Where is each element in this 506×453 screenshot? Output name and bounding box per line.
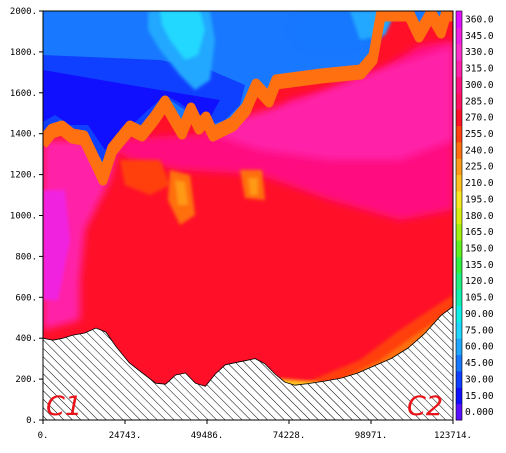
colorbar-swatch bbox=[456, 403, 462, 421]
y-tick-label: 2000. bbox=[10, 7, 37, 17]
colorbar-label: 90.00 bbox=[465, 309, 494, 320]
x-axis: 0. 24743. 49486. 74228. 98971. 123714. bbox=[38, 420, 472, 441]
colorbar-label: 120.0 bbox=[465, 276, 494, 287]
colorbar-swatch bbox=[456, 174, 462, 192]
colorbar-swatch bbox=[456, 158, 462, 176]
x-tick-label: 0. bbox=[38, 431, 49, 441]
colorbar-swatch bbox=[456, 256, 462, 274]
terrain bbox=[43, 306, 453, 420]
y-tick-label: 1600. bbox=[10, 89, 37, 99]
colorbar-swatch bbox=[456, 305, 462, 323]
y-axis: 0. 200. 400. 600. 800. 1000. 1200. 1400. 1600. 18… bbox=[10, 7, 43, 426]
front-line bbox=[43, 11, 453, 181]
colorbar-swatch bbox=[456, 27, 462, 45]
colorbar-label: 345.0 bbox=[465, 31, 494, 42]
colorbar-label: 315.0 bbox=[465, 64, 494, 75]
colorbar-label: 45.00 bbox=[465, 358, 494, 369]
colorbar-label: 195.0 bbox=[465, 194, 494, 205]
colorbar-label: 330.0 bbox=[465, 47, 494, 58]
y-tick-label: 600. bbox=[15, 293, 37, 303]
colorbar-label: 0.000 bbox=[465, 407, 494, 418]
colorbar-label: 165.0 bbox=[465, 227, 494, 238]
y-tick-label: 1000. bbox=[10, 212, 37, 222]
x-tick-label: 98971. bbox=[355, 431, 388, 441]
colorbar-label: 30.00 bbox=[465, 374, 494, 385]
colorbar-swatch bbox=[456, 109, 462, 127]
colorbar-label: 270.0 bbox=[465, 113, 494, 124]
colorbar-swatch bbox=[456, 43, 462, 61]
colorbar-swatch bbox=[456, 354, 462, 372]
x-tick-label: 49486. bbox=[191, 431, 224, 441]
colorbar-label: 150.0 bbox=[465, 244, 494, 255]
colorbar-swatch bbox=[456, 76, 462, 94]
y-tick-label: 400. bbox=[15, 334, 37, 344]
colorbar-label: 360.0 bbox=[465, 14, 494, 25]
y-tick-label: 1200. bbox=[10, 171, 37, 181]
colorbar-label: 240.0 bbox=[465, 145, 494, 156]
y-tick-label: 1400. bbox=[10, 130, 37, 140]
x-tick-label: 74228. bbox=[273, 431, 306, 441]
colorbar-label: 180.0 bbox=[465, 211, 494, 222]
colorbar-swatch bbox=[456, 141, 462, 159]
colorbar-label: 255.0 bbox=[465, 129, 494, 140]
colorbar-label: 300.0 bbox=[465, 80, 494, 91]
colorbar-swatch bbox=[456, 387, 462, 405]
colorbar-label: 15.00 bbox=[465, 391, 494, 402]
colorbar-frame bbox=[455, 10, 463, 421]
colorbar-label: 210.0 bbox=[465, 178, 494, 189]
colorbar-swatch bbox=[456, 370, 462, 388]
colorbar-swatch bbox=[456, 338, 462, 356]
wind-direction-field bbox=[43, 11, 453, 420]
colorbar-swatch bbox=[456, 289, 462, 306]
y-tick-label: 200. bbox=[15, 375, 37, 385]
x-tick-label: 123714. bbox=[434, 431, 472, 441]
colorbar-swatch bbox=[456, 60, 462, 77]
colorbar: 0.000 15.00 30.00 45.00 60.00 75.00 90.00 105.0… bbox=[455, 10, 494, 421]
corner-label-left: C1 bbox=[46, 391, 82, 422]
colorbar-swatch bbox=[456, 272, 462, 290]
y-tick-label: 800. bbox=[15, 252, 37, 262]
colorbar-swatch bbox=[456, 207, 462, 225]
y-tick-label: 0. bbox=[26, 416, 37, 426]
x-tick-label: 24743. bbox=[109, 431, 142, 441]
colorbar-label: 105.0 bbox=[465, 293, 494, 304]
colorbar-swatch bbox=[456, 240, 462, 257]
colorbar-label: 285.0 bbox=[465, 96, 494, 107]
colorbar-swatch bbox=[456, 223, 462, 241]
colorbar-label: 225.0 bbox=[465, 162, 494, 173]
colorbar-swatch bbox=[456, 190, 462, 208]
colorbar-label: 75.00 bbox=[465, 325, 494, 336]
corner-label-right: C2 bbox=[407, 391, 443, 422]
colorbar-swatch bbox=[456, 321, 462, 339]
colorbar-label: 135.0 bbox=[465, 260, 494, 271]
colorbar-swatch bbox=[456, 11, 462, 28]
colorbar-swatch bbox=[456, 125, 462, 143]
colorbar-label: 60.00 bbox=[465, 342, 494, 353]
colorbar-swatch bbox=[456, 92, 462, 110]
y-tick-label: 1800. bbox=[10, 48, 37, 58]
